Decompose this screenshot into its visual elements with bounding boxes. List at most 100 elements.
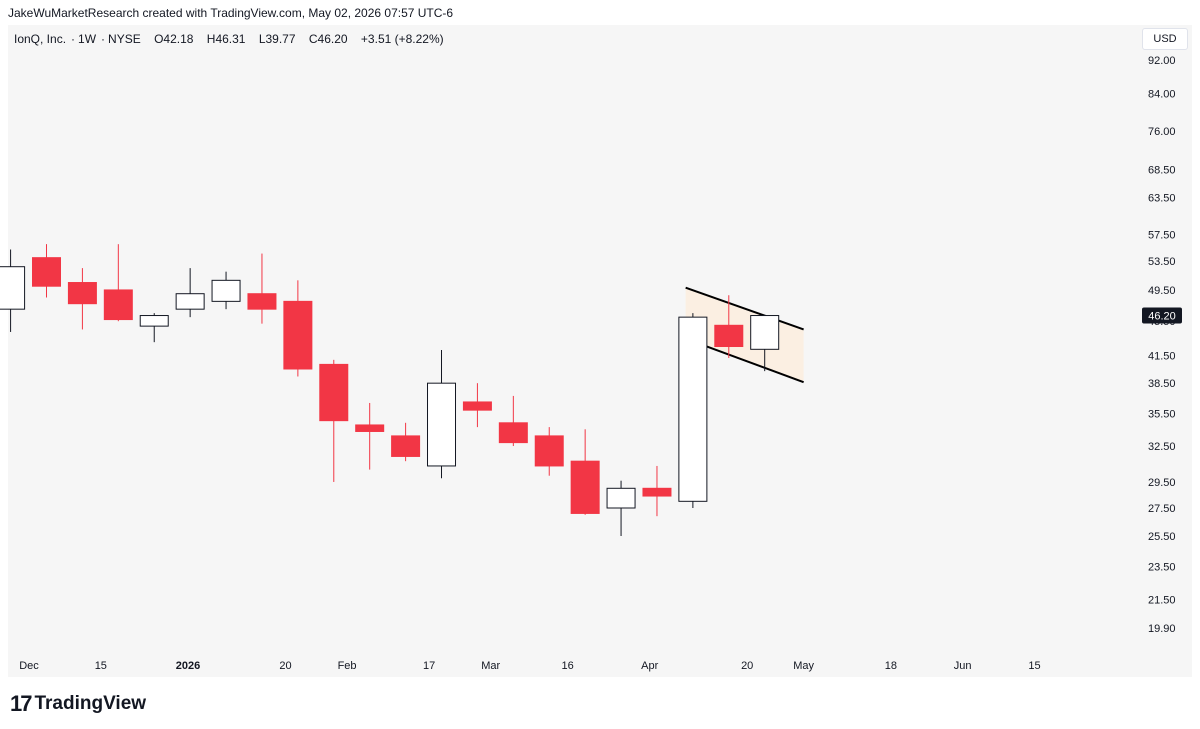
legend-open: O42.18 [154, 32, 194, 46]
candle-up[interactable] [427, 350, 457, 479]
candle-body [175, 293, 205, 310]
candle-body [606, 487, 636, 509]
candle-body [462, 401, 492, 411]
candle-body [103, 289, 133, 321]
candle-up[interactable] [678, 313, 708, 508]
price-tick-label: 38.50 [1148, 378, 1176, 390]
symbol-legend: IonQ, Inc. · 1W · NYSE O42.18 H46.31 L39.77 … [14, 32, 444, 46]
candles[interactable] [0, 244, 780, 537]
time-tick-label: Dec [19, 660, 39, 672]
candle-body [427, 382, 457, 467]
legend-close: C46.20 [308, 32, 348, 46]
currency-button[interactable]: USD [1142, 28, 1188, 50]
time-tick-label: 15 [95, 660, 107, 672]
candle-down[interactable] [462, 383, 492, 428]
time-tick-label: 20 [279, 660, 291, 672]
price-tick-label: 92.00 [1148, 55, 1176, 67]
last-price-badge [1142, 307, 1182, 324]
price-tick-label: 53.50 [1148, 256, 1176, 268]
candle-body [139, 315, 169, 327]
time-tick-label: 2026 [176, 660, 200, 672]
candle-down[interactable] [319, 359, 349, 482]
candle-down[interactable] [355, 402, 385, 470]
time-tick-label: 17 [423, 660, 435, 672]
price-tick-label: 19.90 [1148, 623, 1176, 635]
candle-down[interactable] [247, 253, 277, 324]
candle-down[interactable] [642, 465, 672, 517]
time-tick-label: Jun [954, 660, 972, 672]
price-tick-label: 49.50 [1148, 285, 1176, 297]
candle-body [678, 316, 708, 502]
candle-body [750, 315, 780, 350]
time-axis: Dec 15 2026 20 Feb 17 Mar 16 Apr 20 May 18 Jun 15 [19, 660, 1040, 672]
candle-down[interactable] [32, 244, 61, 298]
legend-change: +3.51 (+8.22%) [360, 32, 444, 46]
candle-down[interactable] [391, 422, 421, 462]
time-tick-label: 16 [562, 660, 574, 672]
candle-body [67, 282, 97, 305]
candle-down[interactable] [283, 280, 313, 377]
time-tick-label: 18 [885, 660, 897, 672]
candle-up[interactable] [211, 271, 241, 310]
candle-body [319, 363, 349, 422]
channel-upper-line[interactable] [685, 286, 804, 331]
price-tick-label: 41.50 [1148, 350, 1176, 362]
price-tick-label: 32.50 [1148, 441, 1176, 453]
price-axis: 92.00 84.00 76.00 68.50 63.50 57.50 53.50 49.50… [1148, 55, 1176, 635]
candle-up[interactable] [175, 268, 205, 318]
candle-body [32, 257, 61, 287]
candle-body [642, 487, 672, 497]
candle-body [714, 324, 744, 348]
time-tick-label: Apr [641, 660, 658, 672]
candle-down[interactable] [103, 244, 133, 322]
channel-fill [685, 287, 804, 383]
price-tick-label: 25.50 [1148, 531, 1176, 543]
price-tick-label: 21.50 [1148, 594, 1176, 606]
candle-body [211, 279, 241, 302]
chart-area[interactable] [8, 25, 1192, 677]
candle-body [355, 424, 385, 432]
chart-credit: JakeWuMarketResearch created with Tradin… [8, 6, 454, 20]
candle-down[interactable] [498, 395, 528, 447]
candle-body [391, 435, 421, 457]
price-tick-label: 23.50 [1148, 561, 1176, 573]
time-tick-label: 15 [1028, 660, 1040, 672]
time-tick-label: May [793, 660, 814, 672]
time-tick-label: Mar [481, 660, 500, 672]
candle-body [283, 300, 313, 370]
price-tick-label: 76.00 [1148, 126, 1176, 138]
tradingview-logo[interactable]: 17 TradingView [10, 691, 146, 717]
candle-up[interactable] [606, 480, 636, 537]
candle-up[interactable] [750, 314, 780, 372]
price-tick-label: 29.50 [1148, 477, 1176, 489]
legend-exchange: NYSE [108, 32, 141, 46]
candle-down[interactable] [570, 429, 600, 515]
candle-body [534, 435, 564, 467]
last-price-label: 46.20 [1148, 311, 1176, 323]
legend-symbol[interactable]: IonQ, Inc. [14, 32, 67, 46]
legend-low: L39.77 [258, 32, 296, 46]
time-tick-label: 20 [741, 660, 753, 672]
time-tick-label: Feb [338, 660, 357, 672]
price-tick-label: 27.50 [1148, 503, 1176, 515]
candle-down[interactable] [714, 295, 744, 359]
candle-body [247, 293, 277, 310]
last-price-marker: 46.20 [1142, 307, 1182, 324]
price-tick-label: 84.00 [1148, 89, 1176, 101]
tradingview-logo-icon: 17 [10, 691, 33, 716]
legend-interval[interactable]: 1W [78, 32, 97, 46]
candle-body [498, 422, 528, 444]
price-tick-label: 63.50 [1148, 193, 1176, 205]
price-tick-label: 35.50 [1148, 408, 1176, 420]
candle-down[interactable] [67, 268, 97, 330]
candle-body [0, 266, 26, 310]
legend-high: H46.31 [206, 32, 246, 46]
price-tick-label: 57.50 [1148, 229, 1176, 241]
tradingview-logo-text: TradingView [34, 693, 147, 714]
candle-body [570, 460, 600, 514]
candle-up[interactable] [0, 249, 26, 332]
price-tick-label: 68.50 [1148, 164, 1176, 176]
candle-up[interactable] [139, 313, 169, 343]
candle-down[interactable] [534, 427, 564, 476]
